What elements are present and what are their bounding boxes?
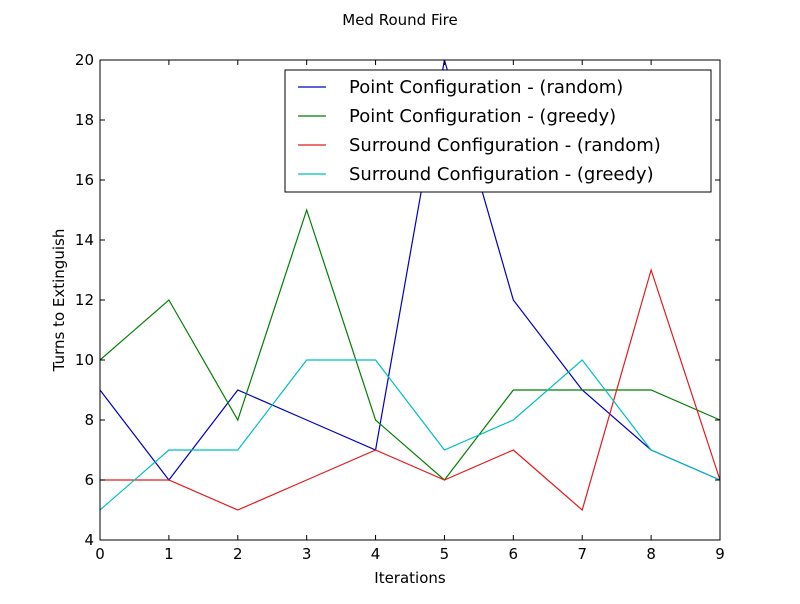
x-tick-label: 6 <box>509 545 519 563</box>
y-tick-label: 18 <box>75 111 94 129</box>
x-tick-label: 9 <box>715 545 725 563</box>
x-tick-label: 2 <box>233 545 243 563</box>
x-tick-label: 1 <box>164 545 174 563</box>
legend-label-3: Surround Configuration - (random) <box>349 135 661 156</box>
series-line-3 <box>100 267 721 512</box>
y-axis-label: Turns to Extinguish <box>50 229 68 373</box>
legend-box <box>284 69 712 193</box>
legend-label-2: Point Configuration - (greedy) <box>349 106 616 127</box>
x-tick-label: 3 <box>302 545 312 563</box>
y-tick-label: 14 <box>75 231 94 249</box>
y-tick-label: 16 <box>75 171 94 189</box>
x-tick-label: 4 <box>371 545 381 563</box>
legend-label-1: Point Configuration - (random) <box>349 77 623 98</box>
x-axis-label: Iterations <box>374 569 446 587</box>
legend: Point Configuration - (random) Point Conf… <box>284 69 712 193</box>
y-tick-label: 10 <box>75 351 94 369</box>
y-tick-label: 6 <box>84 471 94 489</box>
x-tick-label: 8 <box>646 545 656 563</box>
y-tick-label: 12 <box>75 291 94 309</box>
series-layer <box>99 59 721 512</box>
legend-label-4: Surround Configuration - (greedy) <box>349 164 654 185</box>
x-tick-label: 5 <box>440 545 450 563</box>
y-tick-label: 20 <box>75 51 94 69</box>
chart-title: Med Round Fire <box>342 11 457 29</box>
x-tick-label: 7 <box>577 545 587 563</box>
y-tick-label: 4 <box>84 531 94 549</box>
x-tick-label: 0 <box>95 545 105 563</box>
series-line-1 <box>99 59 721 481</box>
series-line-4 <box>99 359 721 511</box>
y-tick-label: 8 <box>84 411 94 429</box>
